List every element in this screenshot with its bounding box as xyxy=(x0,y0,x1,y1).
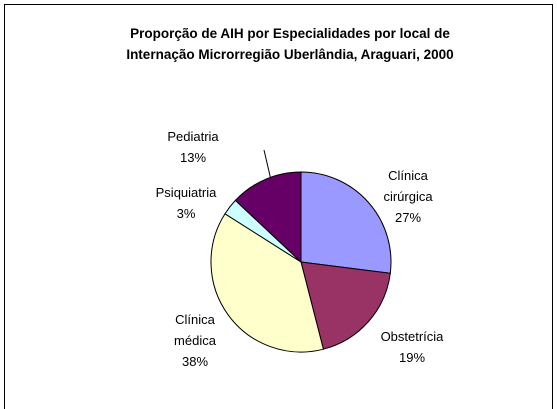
pie-slice xyxy=(300,261,391,350)
chart-title: Proporção de AIH por Especialidades por … xyxy=(130,26,450,41)
leader-line xyxy=(263,149,272,181)
pie-slice xyxy=(210,213,324,353)
category-label: Psiquiatria xyxy=(155,185,217,200)
value-label: 3% xyxy=(176,206,196,221)
slice-label: Pediatria 13% xyxy=(155,126,231,168)
value-label: 13% xyxy=(179,150,207,165)
category-label: Clínica médica xyxy=(174,312,216,348)
chart-title: Internação Microrregião Uberlândia, Arag… xyxy=(126,47,453,62)
category-label: Obstetrícia xyxy=(380,329,444,344)
pie-slice xyxy=(300,171,392,274)
category-label: Clínica cirúrgica xyxy=(383,168,433,204)
value-label: 38% xyxy=(181,354,209,369)
category-label: Pediatria xyxy=(167,129,219,144)
value-label: 27% xyxy=(394,210,422,225)
slice-label: Clínica cirúrgica 27% xyxy=(370,165,446,228)
slice-label: Obstetrícia 19% xyxy=(374,326,450,368)
slice-label: Clínica médica 38% xyxy=(157,309,233,372)
value-label: 19% xyxy=(398,350,426,365)
pie-slice xyxy=(234,171,302,264)
slice-label: Psiquiatria 3% xyxy=(148,182,224,224)
